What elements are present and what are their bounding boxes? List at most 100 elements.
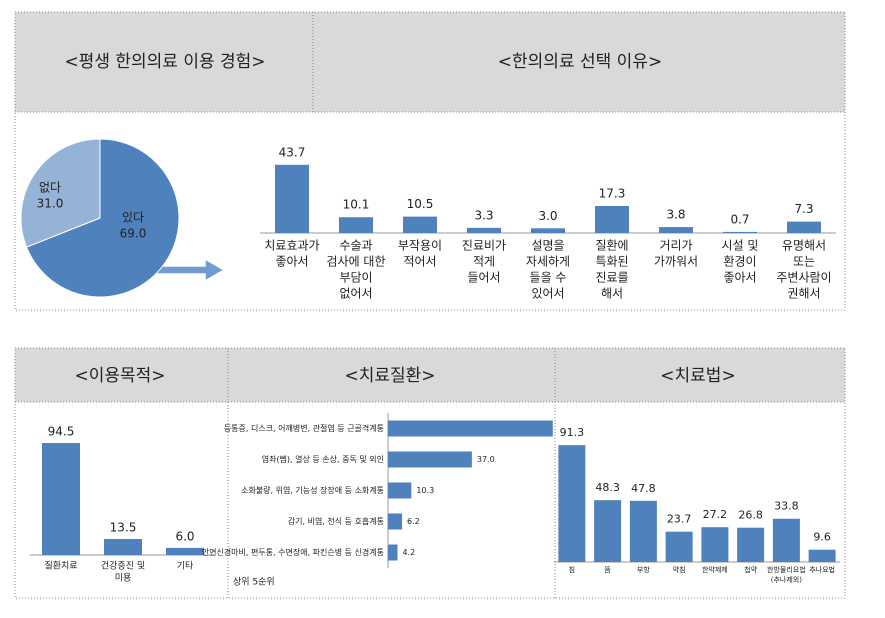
value-label: 17.3: [599, 187, 626, 201]
header-bg: [15, 12, 845, 112]
panel-title: <치료법>: [660, 366, 735, 386]
category-label: 있어서: [531, 287, 564, 301]
value-label: 48.3: [595, 481, 620, 494]
value-label: 6.0: [175, 529, 194, 543]
category-label: 좋아서: [275, 255, 308, 269]
category-label: 질환치료: [44, 560, 77, 572]
category-label: 특화된: [595, 255, 628, 269]
category-label: 설명을: [531, 239, 564, 253]
panel-title: <치료질환>: [344, 366, 435, 386]
bar: [595, 206, 629, 233]
value-label: 9.6: [813, 531, 831, 544]
pie-slice: [20, 138, 101, 248]
bar: [403, 216, 437, 233]
category-label: 수술과: [339, 239, 372, 253]
category-label: 염좌(삠), 열상 등 손상, 중독 및 외인: [262, 454, 384, 464]
category-label: 가까워서: [654, 255, 698, 269]
panel-title: <한의의료 선택 이유>: [498, 52, 662, 72]
category-label: 질환에: [595, 239, 628, 253]
bar: [629, 500, 657, 562]
value-label: 23.7: [667, 513, 692, 526]
panel-title: <평생 한의의료 이용 경험>: [64, 52, 265, 72]
bar: [388, 451, 472, 468]
panel-border: [14, 11, 846, 311]
category-label: 진료를: [595, 271, 628, 285]
category-label: 환경이: [723, 255, 756, 269]
bar: [339, 217, 373, 233]
category-label: 부담이: [339, 271, 372, 285]
category-label: 들어서: [467, 271, 500, 285]
category-label: 없어서: [339, 287, 372, 301]
category-label: 미용: [115, 573, 132, 584]
category-label: 첩약: [744, 565, 757, 574]
value-label: 6.2: [407, 517, 420, 526]
value-label: 43.7: [279, 145, 306, 159]
note: 상위 5순위: [233, 577, 275, 588]
value-label: 10.1: [343, 198, 370, 212]
value-label: 10.3: [416, 486, 434, 495]
category-label: (추나제외): [771, 575, 802, 584]
category-label: 부작용이: [398, 239, 442, 253]
value-label: 37.0: [477, 455, 495, 464]
bar: [808, 549, 836, 562]
bar: [665, 531, 693, 562]
value-label: 13.5: [110, 521, 137, 535]
category-label: 부항: [637, 565, 650, 574]
value-label: 10.5: [407, 197, 434, 211]
header-bg: [15, 348, 845, 402]
slice-label: 없다: [39, 181, 61, 195]
value-label: 27.2: [703, 508, 728, 521]
bar: [388, 482, 412, 499]
value-label: 3.3: [474, 208, 493, 222]
bar: [594, 500, 622, 562]
bar: [772, 518, 800, 562]
category-label: 치료효과가: [264, 239, 319, 253]
category-label: 등통증, 디스크, 어깨병변, 관절염 등 근골격계통: [224, 423, 384, 433]
value-label: 3.8: [666, 208, 685, 222]
category-label: 자세하게: [526, 255, 570, 269]
category-label: 소화불량, 위염, 기능성 장장애 등 소화계통: [241, 485, 384, 495]
category-label: 시설 및: [722, 239, 759, 253]
category-label: 진료비가: [462, 239, 506, 253]
bar: [42, 443, 80, 555]
bar: [166, 547, 204, 555]
value-label: 26.8: [738, 509, 763, 522]
category-label: 유명해서: [782, 239, 826, 253]
value-label: 0.7: [730, 212, 749, 226]
pie-slice: [25, 138, 180, 298]
category-label: 한방물리요법: [767, 565, 806, 574]
category-label: 들을 수: [530, 271, 567, 285]
slice-value: 69.0: [120, 227, 147, 241]
value-label: 7.3: [794, 202, 813, 216]
bar: [723, 231, 757, 233]
bar: [275, 164, 309, 233]
value-label: 33.8: [774, 500, 799, 513]
category-label: 적어서: [403, 255, 436, 269]
bar: [531, 228, 565, 233]
category-label: 안면신경마비, 편두통, 수면장애, 파킨슨병 등 신경계통: [202, 547, 384, 557]
bar: [104, 539, 142, 555]
slice-value: 31.0: [37, 197, 64, 211]
value-label: 47.8: [631, 482, 656, 495]
bar: [388, 513, 403, 530]
category-label: 권해서: [787, 287, 820, 301]
bar: [737, 527, 765, 562]
category-label: 건강증진 및: [101, 560, 145, 572]
category-label: 추나요법: [809, 565, 835, 574]
category-label: 약침: [673, 565, 686, 574]
category-label: 한약제제: [702, 565, 728, 574]
panel-border: [14, 347, 846, 599]
slice-label: 있다: [122, 211, 144, 225]
panel-title: <이용목적>: [74, 366, 165, 386]
bar: [558, 445, 586, 562]
bar: [787, 221, 821, 233]
category-label: 좋아서: [723, 271, 756, 285]
category-label: 해서: [601, 287, 623, 301]
bar: [659, 227, 693, 233]
category-label: 거리가: [659, 239, 692, 253]
value-label: 91.3: [560, 426, 585, 439]
category-label: 검사에 대한: [326, 255, 385, 269]
category-label: 침: [569, 566, 575, 574]
category-label: 또는: [793, 255, 815, 269]
bar: [701, 527, 729, 562]
